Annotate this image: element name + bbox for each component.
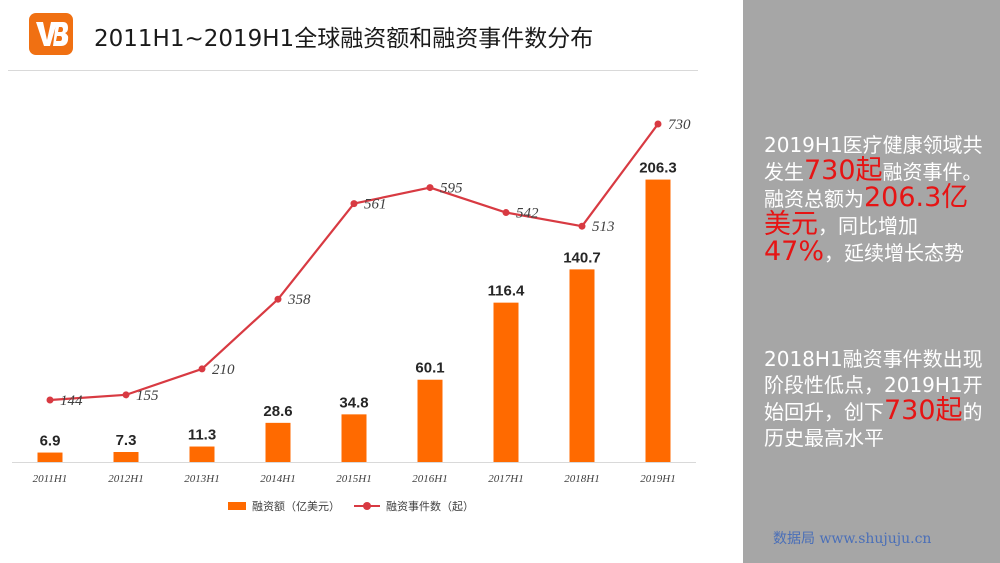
x-tick-label-2018H1: 2018H1 (564, 473, 599, 485)
x-tick-label-2013H1: 2013H1 (184, 473, 219, 485)
bar-label-2012H1: 7.3 (116, 432, 137, 449)
line-point-2012H1 (122, 391, 130, 399)
line-label-2014H1: 358 (287, 292, 311, 308)
line-point-2011H1 (46, 396, 54, 404)
side-panel: 2019H1医疗健康领域共发生730起融资事件。融资总额为206.3亿美元，同比… (743, 0, 1000, 563)
bar-2018H1 (569, 269, 595, 462)
legend-item-funding-events: 融资事件数（起） (354, 498, 474, 514)
legend-bar-swatch (228, 502, 246, 510)
summary-1-highlight-events: 730起 (804, 155, 883, 186)
summary-2-text-2: 的历史最高水平 (764, 400, 983, 450)
x-tick-label-2014H1: 2014H1 (260, 473, 295, 485)
line-label-2013H1: 210 (212, 362, 235, 378)
bar-label-2014H1: 28.6 (263, 403, 292, 420)
x-tick-label-2012H1: 2012H1 (108, 473, 143, 485)
bar-2017H1 (493, 302, 519, 462)
bar-label-2018H1: 140.7 (563, 249, 601, 266)
legend-label-funding-amount: 融资额（亿美元） (252, 500, 340, 513)
source-watermark: 数据局 www.shujuju.cn (773, 531, 932, 547)
x-tick-label-2016H1: 2016H1 (412, 473, 447, 485)
bar-label-2019H1: 206.3 (639, 160, 677, 177)
bar-label-2017H1: 116.4 (488, 283, 525, 300)
bar-label-2013H1: 11.3 (188, 427, 216, 444)
line-point-2017H1 (502, 209, 510, 217)
legend-label-funding-events: 融资事件数（起） (386, 500, 474, 513)
bar-2012H1 (113, 452, 139, 462)
line-point-2016H1 (426, 184, 434, 192)
line-point-2019H1 (654, 120, 662, 128)
line-point-2013H1 (198, 365, 206, 373)
bar-2015H1 (341, 414, 367, 462)
summary-1-text-2: 融资事件。融资总额为 (764, 160, 983, 211)
bar-label-2015H1: 34.8 (339, 394, 368, 411)
x-tick-label-2015H1: 2015H1 (336, 473, 371, 485)
line-label-2016H1: 595 (440, 181, 463, 197)
summary-paragraph-1: 2019H1医疗健康领域共发生730起融资事件。融资总额为206.3亿美元，同比… (764, 132, 992, 266)
summary-1-highlight-amount: 206.3亿美元 (764, 182, 969, 240)
line-point-2014H1 (274, 295, 282, 303)
line-label-2017H1: 542 (516, 206, 539, 222)
summary-1-highlight-growth: 47% (764, 236, 825, 267)
bar-2011H1 (37, 452, 63, 462)
summary-paragraph-2: 2018H1融资事件数出现阶段性低点，2019H1开始回升，创下730起的历史最… (764, 346, 992, 451)
funding-combo-chart: 6.9 7.3 11.3 28.6 34.8 60.1 116.4 140.7 206.3 201… (12, 117, 696, 485)
logo (29, 13, 73, 55)
line-label-2011H1: 144 (60, 393, 83, 409)
legend-item-funding-amount: 融资额（亿美元） (228, 498, 340, 514)
bar-2013H1 (189, 446, 215, 462)
x-tick-label-2017H1: 2017H1 (488, 473, 523, 485)
bar-label-2016H1: 60.1 (415, 360, 444, 377)
chart-legend: 融资额（亿美元） 融资事件数（起） (228, 497, 474, 515)
line-point-2015H1 (350, 200, 358, 208)
summary-1-text-1: 2019H1医疗健康领域共发生 (764, 133, 983, 184)
x-tick-label-2011H1: 2011H1 (33, 473, 68, 485)
bar-2019H1 (645, 179, 671, 462)
summary-2-text-1: 2018H1融资事件数出现阶段性低点，2019H1开始回升，创下 (764, 347, 983, 424)
line-label-2019H1: 730 (668, 117, 691, 133)
title-divider (8, 70, 698, 71)
x-tick-label-2019H1: 2019H1 (640, 473, 675, 485)
summary-1-text-3: ，同比增加 (818, 214, 918, 238)
vb-logo-icon (36, 22, 69, 46)
bar-2016H1 (417, 379, 443, 462)
summary-2-highlight-events: 730起 (884, 395, 963, 426)
legend-line-swatch (354, 501, 380, 511)
line-label-2018H1: 513 (592, 219, 615, 235)
line-point-2018H1 (578, 222, 586, 230)
page-title: 2011H1~2019H1全球融资额和融资事件数分布 (94, 26, 594, 52)
summary-1-text-4: ，延续增长态势 (824, 241, 965, 265)
line-label-2015H1: 561 (364, 197, 387, 213)
bar-2014H1 (265, 422, 291, 462)
line-label-2012H1: 155 (136, 388, 159, 404)
bar-label-2011H1: 6.9 (40, 433, 61, 450)
